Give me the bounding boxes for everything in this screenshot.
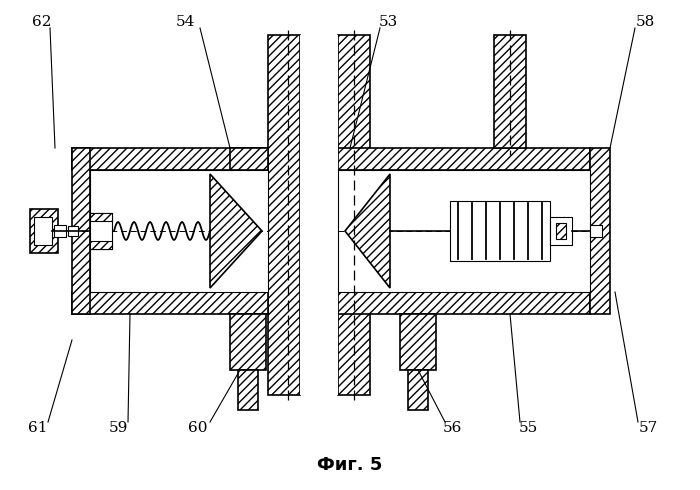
Bar [230, 148, 268, 170]
Text: 54: 54 [175, 15, 195, 29]
Bar [72, 148, 90, 314]
Text: Фиг. 5: Фиг. 5 [317, 456, 383, 474]
Text: 58: 58 [636, 15, 654, 29]
Text: 60: 60 [188, 421, 208, 435]
Bar [338, 292, 590, 314]
Bar [550, 217, 572, 245]
Bar [300, 35, 338, 395]
Bar [338, 148, 590, 170]
Bar [30, 209, 58, 253]
Bar [338, 35, 370, 395]
Polygon shape [345, 174, 390, 288]
Bar [590, 225, 602, 237]
Bar [34, 217, 52, 245]
Text: 53: 53 [379, 15, 398, 29]
Text: 57: 57 [638, 421, 657, 435]
Bar [238, 370, 258, 410]
Bar [90, 241, 112, 249]
Bar [400, 314, 436, 370]
Bar [556, 223, 566, 239]
Text: 62: 62 [32, 15, 52, 29]
Bar [338, 170, 590, 292]
Bar [494, 35, 526, 148]
Bar [68, 226, 78, 236]
Bar [590, 148, 610, 314]
Bar [90, 170, 268, 292]
Bar [90, 213, 112, 249]
Text: 56: 56 [442, 421, 462, 435]
Bar [90, 213, 112, 221]
Bar [54, 225, 66, 237]
Bar [72, 148, 268, 170]
Bar [408, 370, 428, 410]
Text: 59: 59 [108, 421, 127, 435]
Text: 55: 55 [519, 421, 538, 435]
Text: 61: 61 [28, 421, 48, 435]
Bar [230, 314, 266, 370]
Polygon shape [210, 174, 262, 288]
Bar [450, 201, 550, 261]
Bar [268, 35, 300, 395]
Bar [72, 292, 268, 314]
